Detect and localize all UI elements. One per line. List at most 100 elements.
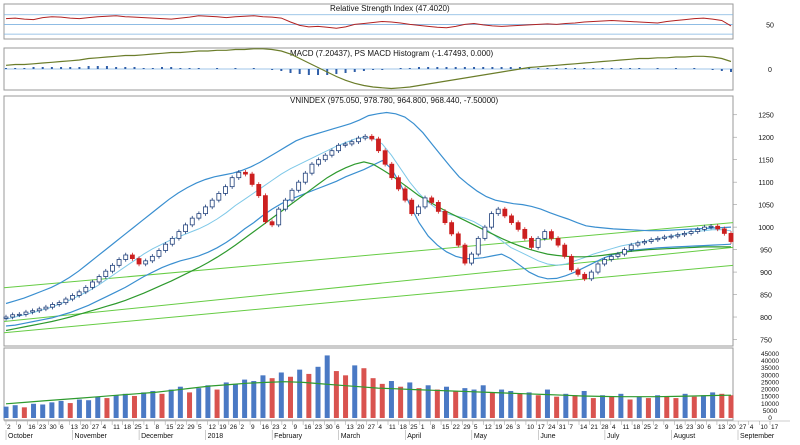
candle-body: [76, 291, 82, 296]
x-day-label: 6: [707, 424, 711, 431]
x-day-label: 27: [92, 424, 100, 431]
x-day-label: 21: [591, 424, 599, 431]
volume-bar: [379, 383, 385, 418]
volume-tick-label: 30000: [761, 372, 779, 379]
candle-body: [389, 163, 395, 179]
volume-bar: [306, 373, 312, 418]
candle-body: [429, 197, 435, 203]
volume-bar: [682, 393, 688, 418]
candle-body: [329, 150, 335, 156]
x-day-label: 1: [421, 424, 425, 431]
volume-bar: [398, 386, 404, 418]
volume-tick-label: 5000: [763, 408, 778, 415]
candle-body: [475, 237, 481, 255]
rsi-title: Relative Strength Index (47.4020): [330, 4, 450, 13]
candle-body: [682, 233, 687, 236]
x-day-label: 16: [28, 424, 36, 431]
candle-body: [309, 163, 315, 174]
candle-body: [449, 222, 455, 235]
x-day-label: 23: [315, 424, 323, 431]
candle-body: [728, 233, 734, 242]
volume-bar: [554, 396, 560, 418]
candle-body: [30, 310, 36, 313]
candle-body: [376, 138, 381, 152]
candle-body: [535, 237, 541, 248]
volume-tick-label: 0: [768, 415, 772, 422]
candle-body: [296, 181, 302, 191]
candle-body: [349, 141, 355, 145]
x-day-label: 9: [251, 424, 255, 431]
candle-body: [163, 243, 169, 251]
x-month-label: 2018: [208, 433, 224, 440]
x-day-label: 12: [209, 424, 217, 431]
volume-bar: [12, 405, 18, 418]
volume-bar: [700, 395, 706, 418]
volume-bar: [242, 379, 248, 418]
candle-body: [469, 253, 474, 264]
candle-body: [455, 233, 461, 246]
x-day-label: 19: [495, 424, 503, 431]
x-day-label: 13: [347, 424, 355, 431]
macd-tick-label: 0: [768, 67, 772, 74]
candle-body: [509, 215, 514, 224]
volume-bar: [645, 398, 651, 418]
candle-body: [662, 236, 667, 239]
x-month-label: June: [540, 433, 555, 440]
volume-bar: [76, 399, 82, 418]
candle-body: [149, 255, 155, 262]
volume-bar: [31, 403, 37, 418]
price-tick-label: 750: [760, 338, 772, 345]
candle-body: [622, 249, 627, 255]
volume-bar: [609, 396, 615, 418]
candle-body: [415, 206, 421, 215]
x-month-label: May: [474, 433, 488, 440]
volume-tick-label: 20000: [761, 387, 779, 394]
volume-bar: [278, 372, 284, 418]
x-day-label: 30: [697, 424, 705, 431]
x-day-label: 17: [771, 424, 779, 431]
volume-bar: [196, 388, 202, 418]
x-day-label: 9: [665, 424, 669, 431]
candle-body: [183, 224, 188, 233]
candle-body: [489, 213, 494, 228]
x-day-label: 11: [622, 424, 629, 431]
candle-body: [96, 276, 102, 283]
x-day-label: 30: [325, 424, 333, 431]
x-month-label: March: [341, 433, 361, 440]
volume-bar: [58, 400, 64, 418]
x-day-label: 25: [644, 424, 652, 431]
x-day-label: 9: [18, 424, 22, 431]
x-day-label: 6: [336, 424, 340, 431]
candle-body: [209, 199, 215, 208]
volume-bar: [535, 395, 541, 418]
candle-body: [289, 189, 295, 201]
candle-body: [129, 254, 135, 259]
candle-body: [369, 135, 375, 140]
x-day-label: 27: [368, 424, 376, 431]
x-day-label: 25: [134, 424, 142, 431]
candle-body: [435, 201, 441, 212]
candle-body: [495, 208, 501, 215]
volume-bar: [131, 395, 137, 418]
x-day-label: 6: [60, 424, 64, 431]
volume-bar: [581, 390, 587, 418]
rsi-panel: [3, 3, 734, 40]
candle-body: [203, 206, 208, 215]
candle-body: [156, 250, 162, 257]
x-day-label: 18: [124, 424, 132, 431]
volume-bar: [21, 407, 27, 418]
x-day-label: 22: [453, 424, 461, 431]
candle-body: [402, 188, 408, 201]
volume-bar: [150, 390, 156, 418]
x-day-label: 3: [516, 424, 520, 431]
volume-tick-label: 10000: [761, 401, 779, 408]
x-day-label: 13: [718, 424, 726, 431]
candle-body: [515, 222, 521, 230]
candle-body: [522, 228, 528, 239]
candle-body: [216, 193, 222, 201]
x-day-label: 2: [283, 424, 287, 431]
candle-body: [23, 311, 29, 315]
x-day-label: 4: [378, 424, 382, 431]
candle-body: [302, 172, 308, 183]
volume-bar: [691, 396, 697, 418]
